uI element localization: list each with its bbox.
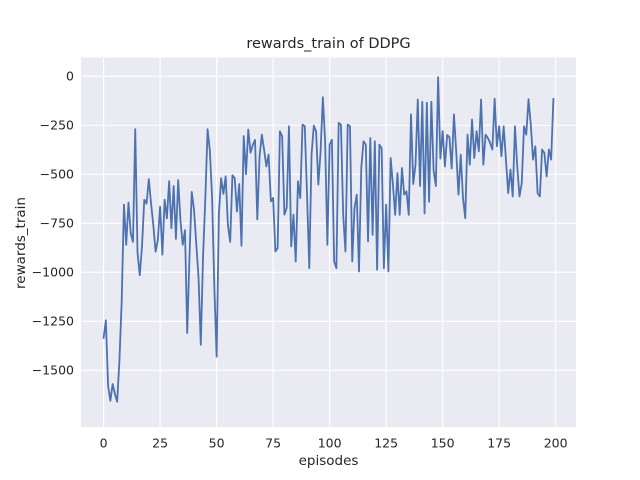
y-tick-label: −750 bbox=[39, 215, 74, 231]
x-tick-label: 125 bbox=[374, 435, 399, 451]
x-tick-label: 200 bbox=[543, 435, 568, 451]
x-tick-label: 25 bbox=[152, 435, 169, 451]
y-axis-label: rewards_train bbox=[13, 197, 29, 290]
y-tick-label: −1000 bbox=[31, 264, 74, 280]
x-axis-label: episodes bbox=[298, 453, 359, 469]
y-tick-label: 0 bbox=[66, 68, 74, 84]
x-tick-label: 175 bbox=[487, 435, 512, 451]
y-tick-label: −500 bbox=[39, 166, 74, 182]
chart-title: rewards_train of DDPG bbox=[246, 36, 411, 52]
reward-train-line bbox=[102, 76, 555, 403]
x-tick-label: 75 bbox=[265, 435, 282, 451]
y-tick-label: −1500 bbox=[31, 362, 74, 378]
y-tick-label: −250 bbox=[39, 117, 74, 133]
y-tick-label: −1250 bbox=[31, 313, 74, 329]
x-tick-label: 50 bbox=[208, 435, 225, 451]
x-tick-label: 150 bbox=[430, 435, 455, 451]
x-tick-label: 0 bbox=[99, 435, 108, 451]
x-tick-label: 100 bbox=[317, 435, 342, 451]
